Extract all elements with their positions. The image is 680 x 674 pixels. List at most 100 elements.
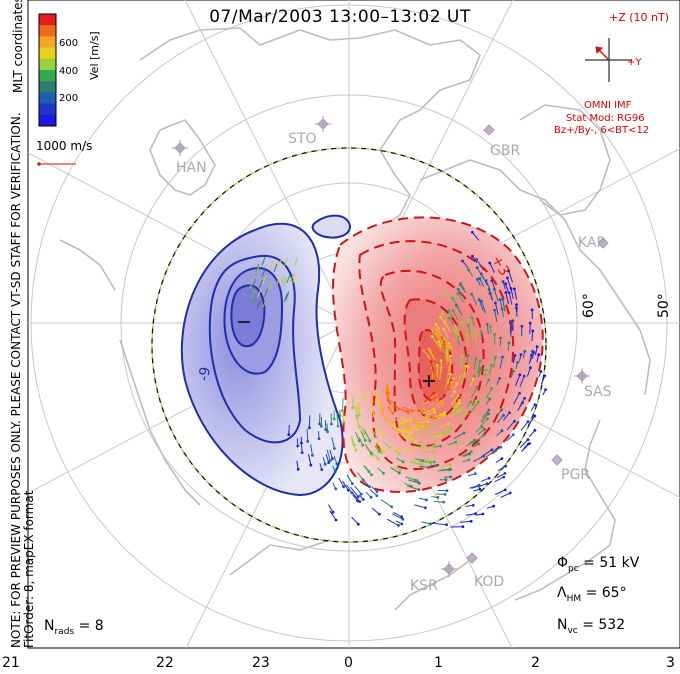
velocity-vector-origin [456, 394, 460, 398]
velocity-vector-origin [530, 308, 534, 312]
velocity-vector-origin [400, 515, 403, 519]
velocity-vector [452, 407, 462, 417]
velocity-vector [493, 446, 502, 453]
colorbar-band [39, 58, 56, 71]
velocity-vector [447, 373, 451, 384]
velocity-vector-origin [430, 335, 434, 338]
mlt-hour-21: 21 [2, 655, 20, 671]
velocity-vector [440, 343, 445, 353]
velocity-vector-origin [465, 333, 468, 337]
velocity-vector-origin [439, 444, 442, 448]
velocity-vector [269, 281, 274, 290]
coordinates-label: MLT coordinates [11, 0, 25, 93]
velocity-vector [433, 500, 444, 503]
velocity-vector [427, 416, 438, 421]
velocity-vector [440, 468, 451, 471]
colorbar-tick-600: 600 [59, 38, 79, 49]
velocity-vector [486, 324, 489, 335]
velocity-vector-origin [368, 485, 371, 489]
velocity-vector [370, 427, 378, 438]
velocity-vector [500, 492, 511, 498]
velocity-vector [433, 414, 445, 422]
velocity-vector-origin [474, 512, 477, 516]
velocity-vector [422, 408, 434, 415]
velocity-vector [529, 351, 534, 362]
velocity-vector [491, 280, 496, 289]
velocity-vector [469, 484, 480, 489]
velocity-vector-origin [390, 505, 394, 509]
velocity-vector-origin [485, 417, 489, 421]
velocity-vector [381, 440, 390, 448]
velocity-vector-origin [480, 272, 483, 276]
velocity-vector [506, 420, 515, 431]
velocity-vector-origin [487, 476, 491, 480]
velocity-vector-origin [419, 463, 423, 467]
velocity-vector [363, 390, 365, 400]
velocity-vector-origin [472, 377, 475, 381]
velocity-vector-origin [356, 499, 359, 503]
velocity-vector-origin [432, 407, 436, 411]
velocity-vector [293, 257, 298, 266]
velocity-vector [401, 416, 412, 422]
velocity-vector [257, 289, 262, 298]
velocity-vector [482, 409, 490, 418]
velocity-vector [433, 352, 439, 364]
velocity-vector-origin [456, 332, 460, 335]
velocity-vector-origin [400, 429, 403, 433]
velocity-vector-origin [480, 299, 483, 303]
velocity-vector [397, 423, 409, 430]
velocity-vector-origin [513, 354, 517, 357]
velocity-vector-origin [501, 280, 505, 283]
velocity-vector-origin [507, 269, 511, 273]
colorbar-tick-400: 400 [59, 66, 79, 77]
velocity-vector-origin [423, 423, 427, 427]
velocity-vector [480, 413, 489, 423]
velocity-vector [416, 416, 427, 419]
velocity-vector-origin [521, 401, 524, 405]
velocity-vector-origin [361, 443, 365, 447]
velocity-vector [505, 283, 509, 293]
velocity-vector-origin [475, 278, 479, 281]
velocity-vector [390, 467, 400, 474]
velocity-vector-origin [451, 296, 454, 300]
velocity-vector-origin [436, 398, 439, 402]
velocity-vector-origin [447, 341, 451, 345]
velocity-vector-origin [404, 419, 407, 423]
velocity-vector [496, 472, 506, 479]
velocity-vector-origin [356, 522, 360, 526]
velocity-vector-origin [388, 394, 392, 398]
velocity-vector-origin [383, 450, 386, 454]
velocity-vector-origin [442, 327, 446, 331]
velocity-vector [252, 296, 257, 306]
velocity-vector [447, 441, 456, 446]
velocity-vector [360, 430, 366, 441]
velocity-vector [329, 510, 337, 521]
velocity-vector [414, 504, 426, 509]
velocity-vector-origin [459, 282, 462, 285]
velocity-vector-origin [426, 420, 430, 423]
velocity-vector [379, 400, 384, 410]
velocity-vector [364, 444, 372, 454]
vector-count: Nvc = 532 [557, 617, 626, 636]
velocity-vector-origin [543, 374, 547, 378]
velocity-vector [433, 363, 436, 373]
velocity-vector-origin [461, 259, 464, 263]
velocity-vector-origin [462, 440, 466, 444]
velocity-vector-origin [468, 452, 471, 456]
velocity-vector-origin [511, 433, 515, 437]
velocity-vector [329, 449, 333, 459]
velocity-vector [400, 434, 413, 440]
velocity-vector-origin [429, 522, 432, 526]
velocity-vector [371, 451, 379, 460]
velocity-vector [431, 336, 439, 346]
velocity-vector-origin [447, 421, 451, 425]
velocity-vector [513, 288, 518, 300]
velocity-vector [417, 421, 429, 424]
velocity-vector-origin [406, 427, 410, 431]
velocity-vector [470, 401, 479, 413]
velocity-vector-origin [417, 488, 421, 491]
velocity-vector [460, 356, 463, 370]
velocity-vector [481, 300, 486, 314]
station-sto: STO [288, 131, 317, 147]
velocity-vector [285, 291, 290, 300]
